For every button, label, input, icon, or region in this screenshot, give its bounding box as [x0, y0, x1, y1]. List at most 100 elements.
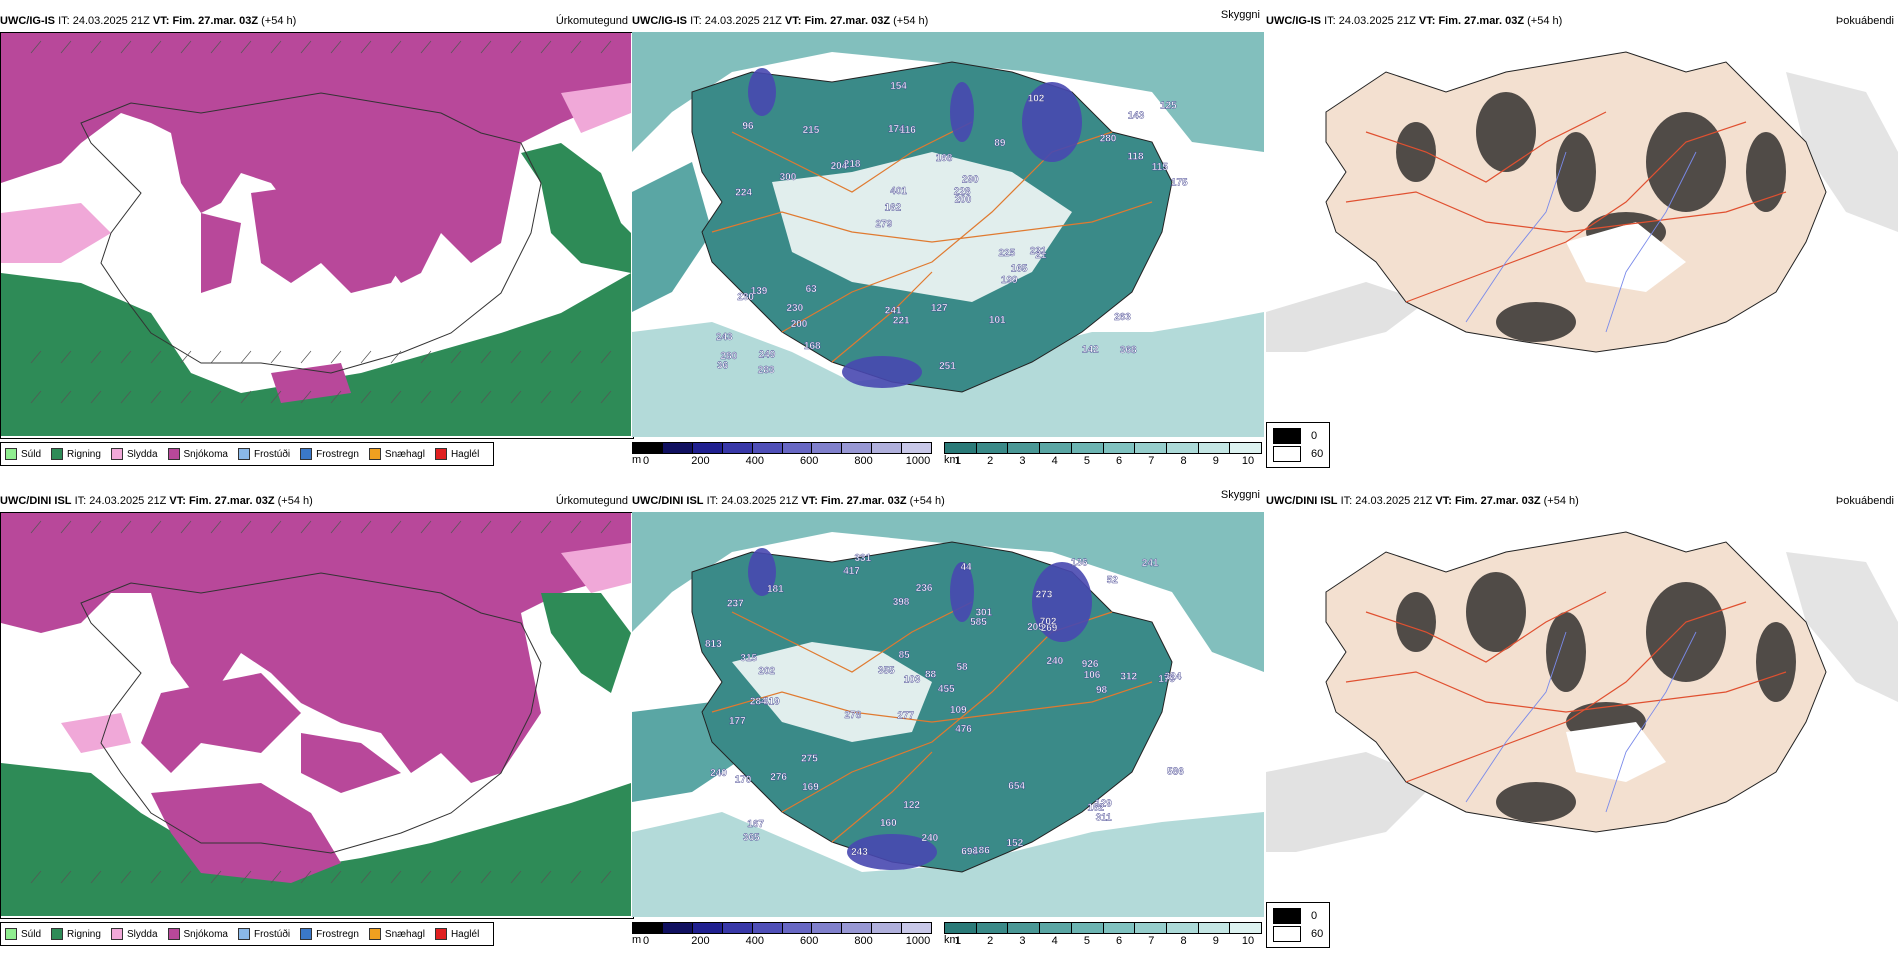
cloud-base-label: 167	[747, 819, 764, 830]
cloud-base-label: 300	[780, 172, 797, 183]
cloud-base-label: 204	[831, 161, 848, 172]
cloud-base-label: 176	[1158, 674, 1175, 685]
colorbar-tick-label: 6	[1116, 455, 1123, 467]
cloud-base-label: 813	[705, 639, 722, 650]
cloud-base-label: 106	[1084, 670, 1101, 681]
it-value: 24.03.2025 21Z	[89, 495, 167, 507]
colorbar-segment	[1135, 923, 1167, 933]
fog-field	[1266, 752, 1436, 852]
model-name: UWC/IG-IS	[0, 15, 55, 27]
cloud-base-label: 175	[1171, 178, 1188, 189]
it-label: IT:	[58, 15, 70, 27]
colorbar-tick-label: 3	[1019, 455, 1026, 467]
precip-type-legend: Súld Rigning Slydda Snjókoma Frostúði Fr…	[0, 442, 495, 466]
cloud-base-label: 476	[955, 724, 972, 735]
legend-item: Súld	[5, 448, 41, 460]
colorbar-ticks: 1 2 3 4 5 6 7 8 9 10	[944, 454, 1262, 468]
legend-item: Rigning	[51, 928, 101, 940]
colorbar-tick-label: 400	[745, 455, 764, 467]
fog-key-label: 0	[1311, 430, 1318, 442]
cloud-base-label: 177	[729, 716, 746, 727]
colorbar-segment	[633, 923, 663, 933]
panel-header: UWC/IG-IS IT: 24.03.2025 21Z VT: Fim. 27…	[632, 9, 1264, 32]
colorbar-tick-label: 800	[854, 935, 873, 947]
it-value: 24.03.2025 21Z	[72, 15, 150, 27]
cloud-base-label: 926	[1082, 659, 1099, 670]
legend-swatch	[300, 928, 313, 940]
cloud-base-colorbar: 0 200 400 600 800 1000 m	[632, 442, 932, 468]
vt-label: VT:	[1418, 15, 1436, 27]
cloud-base-label: 162	[1087, 802, 1104, 813]
colorbar-segment	[945, 443, 977, 453]
colorbar-segment	[842, 443, 873, 453]
legend-swatch	[167, 448, 180, 460]
model-name: UWC/IG-IS	[632, 15, 687, 27]
legend-item: Snæhagl	[368, 928, 425, 940]
precip-map-svg	[1, 513, 631, 916]
legend-item: Rigning	[51, 448, 101, 460]
it-value: 24.03.2025 21Z	[1355, 495, 1433, 507]
rain-area	[521, 143, 631, 273]
cloud-base-label: 52	[1107, 575, 1119, 586]
legend-swatch	[368, 448, 381, 460]
legend-item: Snæhagl	[368, 448, 425, 460]
fog-key-label: 0	[1311, 910, 1318, 922]
cloud-base-label: 116	[900, 125, 917, 136]
vt-label: VT:	[152, 15, 170, 27]
legend-swatch	[300, 448, 313, 460]
cloud-base-label: 702	[1040, 617, 1057, 628]
visibility-map: 368 224 143 279 89 249 174 168 139 218 243 200 116 29…	[632, 32, 1264, 437]
precip-type-panel-row2: UWC/DINI ISL IT: 24.03.2025 21Z VT: Fim.…	[0, 490, 634, 955]
colorbar-segment	[782, 443, 813, 453]
snow-area	[301, 733, 401, 793]
cloud-base-label: 241	[1142, 558, 1159, 569]
fog-key-swatch	[1273, 926, 1301, 942]
colorbar-tick-label: 800	[854, 455, 873, 467]
legend-swatch	[51, 448, 64, 460]
colorbar-tick-label: 6	[1116, 935, 1123, 947]
cloud-base-label: 243	[851, 847, 868, 858]
cloud-base-label: 115	[1152, 162, 1169, 173]
lead-time: (+54 h)	[893, 15, 929, 27]
cloud-base-label: 102	[1028, 94, 1045, 105]
panel-title: Þokuábendi	[1835, 15, 1894, 27]
colorbar-segment	[662, 923, 693, 933]
legend-swatch	[434, 928, 447, 940]
cloud-base-label: 277	[897, 710, 914, 721]
cloud-base-label: 181	[767, 584, 784, 595]
panel-title: Skyggni	[1220, 489, 1260, 501]
cloud-base-label: 417	[843, 566, 860, 577]
cloud-base-label: 237	[727, 598, 744, 609]
cloud-base-label: 236	[916, 583, 933, 594]
cloud-base-label: 109	[950, 705, 967, 716]
legend-swatch	[110, 928, 123, 940]
snow-area	[251, 183, 421, 293]
colorbar-tick-label: 600	[800, 935, 819, 947]
colorbar-segment	[1040, 443, 1072, 453]
cloud-base-label: 324	[1165, 671, 1182, 682]
cloud-base-labels: 331 273 176 277 476 419 237 205 177 585 455 365 417 2…	[705, 553, 1185, 859]
legend-label: Slydda	[126, 928, 158, 940]
vt-value: Fim. 27.mar. 03Z	[820, 495, 907, 507]
colorbar-tick-label: 200	[691, 455, 710, 467]
cloud-base-label: 103	[904, 675, 921, 686]
vt-label: VT:	[784, 15, 802, 27]
visibility-panel-row2: UWC/DINI ISL IT: 24.03.2025 21Z VT: Fim.…	[632, 489, 1264, 955]
rain-area	[1, 273, 631, 436]
legend-item: Haglél	[434, 448, 479, 460]
fog-key-row: 0	[1273, 907, 1323, 925]
cloud-base-label: 455	[938, 684, 955, 695]
rain-area	[1, 763, 631, 916]
sleet-area	[61, 713, 131, 753]
cloud-base-label: 290	[962, 175, 979, 186]
sleet-area	[561, 543, 631, 593]
legend-label: Súld	[21, 448, 42, 460]
fog-clear	[1566, 722, 1666, 782]
cloud-base-labels: 368 224 143 279 89 249 174 168 139 218 243 200 116 29…	[716, 81, 1189, 377]
cloud-base-label: 355	[878, 665, 895, 676]
legend-swatch	[368, 928, 381, 940]
colorbar-tick-label: 1	[954, 935, 962, 947]
colorbar-segment	[1198, 443, 1231, 453]
colorbar-segment	[1103, 923, 1136, 933]
legend-swatch	[237, 448, 250, 460]
